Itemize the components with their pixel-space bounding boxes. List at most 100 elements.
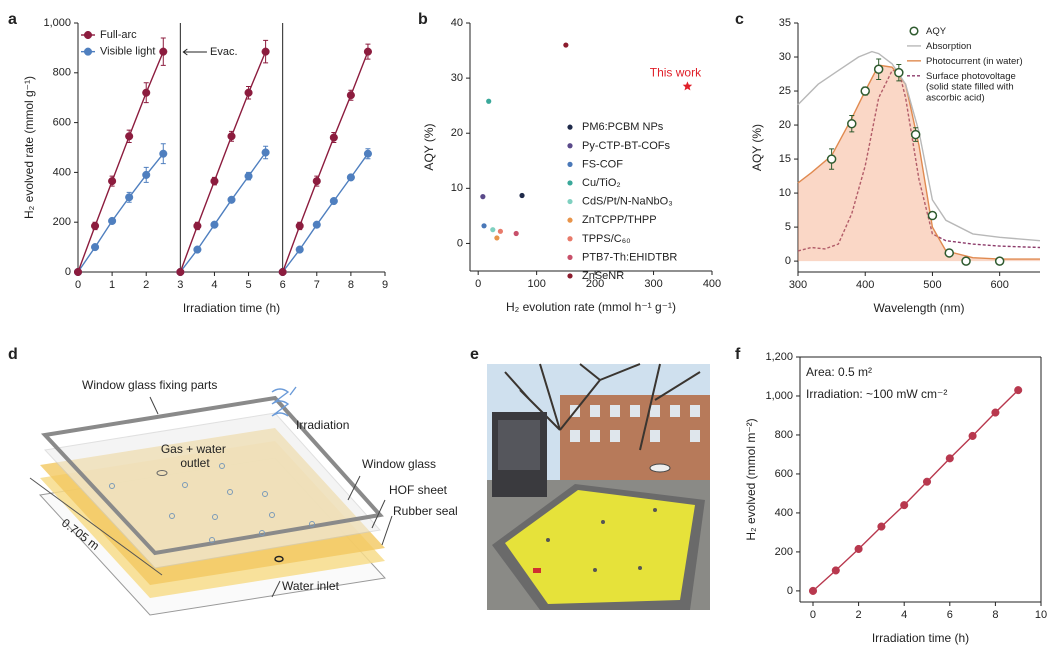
- y-tick-label: 1,000: [765, 390, 793, 402]
- point: [519, 192, 525, 199]
- marker: [73, 267, 83, 277]
- legend-swatch: [909, 26, 919, 36]
- legend-label: CdS/Pt/N-NaNbO₃: [582, 195, 673, 207]
- legend-swatch: [567, 161, 573, 167]
- marker: [873, 64, 884, 75]
- x-tick-label: 0: [810, 609, 816, 621]
- marker: [994, 256, 1005, 266]
- marker: [860, 86, 870, 96]
- x-tick-label: 0: [75, 279, 81, 291]
- line: [77, 51, 164, 273]
- marker: [91, 243, 100, 252]
- y-tick-label: 1,200: [765, 351, 793, 363]
- x-tick-label: 7: [314, 279, 320, 291]
- y-tick-label: 200: [775, 546, 793, 558]
- annotation-arrow: [182, 48, 207, 56]
- marker: [261, 47, 270, 56]
- diagram-label: Irradiation: [296, 418, 349, 432]
- line: [812, 389, 1019, 592]
- marker: [944, 248, 954, 258]
- chart: c 300 400 500 600 0 5 10 15 20 25 30 35 Wavelength (n…: [735, 11, 1041, 315]
- point: [481, 223, 487, 229]
- legend-swatch: [567, 273, 573, 279]
- marker: [329, 133, 338, 142]
- point: [486, 98, 492, 104]
- marker: [922, 477, 932, 486]
- marker: [210, 220, 219, 229]
- pointer: [347, 475, 361, 501]
- x-tick-label: 600: [990, 279, 1008, 291]
- legend-label: FS-COF: [582, 158, 623, 170]
- point: [494, 235, 500, 241]
- marker: [108, 216, 117, 226]
- star-marker: [682, 81, 693, 91]
- cabinet-door: [498, 420, 540, 470]
- pointer: [271, 580, 281, 598]
- area-fill: [798, 65, 1040, 262]
- y-axis-label: H₂ evolved rate (mmol g⁻¹): [22, 76, 36, 219]
- x-tick-label: 400: [703, 278, 721, 290]
- legend-label: Visible light: [100, 46, 155, 58]
- marker: [363, 149, 372, 158]
- legend-label: AQY: [926, 26, 947, 37]
- y-tick-label: 10: [451, 182, 463, 194]
- marker: [159, 149, 168, 158]
- marker: [945, 454, 954, 463]
- legend-label: Cu/TiO₂: [582, 177, 621, 189]
- y-tick-label: 1,000: [43, 17, 71, 29]
- y-tick-label: 400: [53, 166, 71, 178]
- y-axis-label: AQY (%): [422, 123, 436, 170]
- y-tick-label: 25: [779, 85, 791, 97]
- legend-label: Surface photovoltage (solid state filled…: [926, 70, 1018, 103]
- x-tick-label: 400: [856, 279, 874, 291]
- marker: [991, 408, 1000, 417]
- fixing-frame: [40, 395, 384, 556]
- tree: [504, 363, 701, 451]
- annotation: Evac.: [210, 46, 238, 58]
- marker: [346, 91, 355, 100]
- hof-panel: [505, 490, 695, 604]
- y-tick-label: 20: [451, 127, 463, 139]
- marker: [968, 431, 977, 440]
- point: [497, 228, 503, 234]
- marker: [346, 173, 355, 182]
- y-tick-label: 200: [53, 216, 71, 228]
- x-tick-label: 3: [177, 279, 183, 291]
- x-tick-label: 200: [586, 278, 604, 290]
- marker: [1014, 386, 1023, 395]
- y-tick-label: 40: [451, 17, 463, 29]
- y-tick-label: 30: [451, 72, 463, 84]
- y-axis-label: AQY (%): [750, 124, 764, 171]
- y-tick-label: 15: [779, 153, 791, 165]
- point: [563, 42, 569, 48]
- x-tick-label: 4: [211, 279, 217, 291]
- diagram-label: Water inlet: [282, 579, 340, 593]
- x-tick-label: 8: [348, 279, 354, 291]
- sensor: [649, 463, 671, 473]
- inlet: [274, 555, 284, 563]
- y-tick-label: 600: [775, 468, 793, 480]
- x-tick-label: 1: [109, 279, 115, 291]
- point: [490, 227, 496, 233]
- dimension-line: [29, 477, 163, 576]
- inlet-marker: [533, 568, 541, 573]
- x-axis-label: Wavelength (nm): [874, 301, 965, 315]
- legend-swatch: [567, 254, 573, 260]
- legend-swatch: [567, 143, 573, 149]
- marker: [312, 177, 321, 186]
- x-tick-label: 500: [923, 279, 941, 291]
- legend-swatch: [567, 180, 573, 186]
- y-tick-label: 0: [787, 585, 793, 597]
- annotation: Area: 0.5 m²: [806, 365, 872, 379]
- y-tick-label: 600: [53, 117, 71, 129]
- photo: [487, 363, 710, 610]
- diagram-label: HOF sheet: [389, 483, 448, 497]
- marker: [854, 544, 863, 554]
- legend-label: PM6:PCBM NPs: [582, 121, 664, 133]
- panel-letter: a: [8, 11, 17, 28]
- legend-label: ZnSeNR: [582, 270, 624, 282]
- marker: [108, 177, 117, 186]
- legend-label: ZnTCPP/THPP: [582, 214, 657, 226]
- marker: [244, 88, 253, 97]
- x-tick-label: 2: [143, 279, 149, 291]
